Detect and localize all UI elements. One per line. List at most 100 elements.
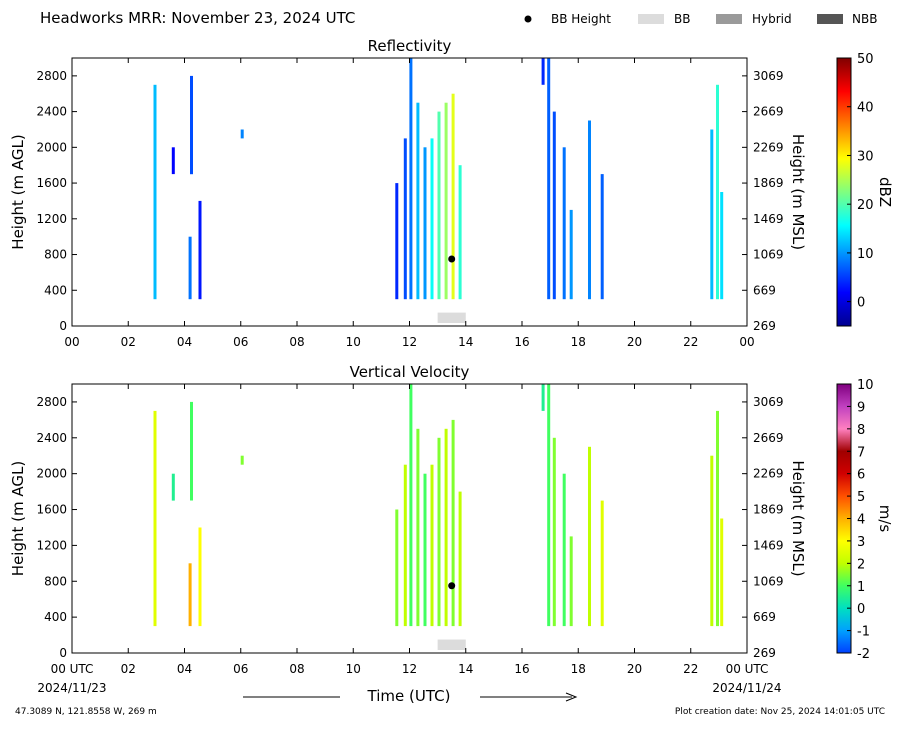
- date-right: 2024/11/24: [712, 681, 781, 695]
- colorbar-tick-label: 10: [857, 247, 874, 262]
- data-cell: [430, 464, 434, 627]
- colorbar-label: dBZ: [876, 177, 894, 207]
- colorbar-tick-label: 2: [857, 557, 865, 572]
- x-tick-label: 20: [627, 662, 642, 676]
- y-tick-label: 2400: [36, 431, 67, 445]
- data-cell: [153, 84, 157, 300]
- x-tick-label: 10: [346, 662, 361, 676]
- colorbar-tick-label: 6: [857, 468, 865, 483]
- y-tick-label: 0: [59, 319, 67, 333]
- colorbar-tick-label: -1: [857, 625, 870, 640]
- x-tick-label: 18: [571, 335, 586, 349]
- y-axis-label: Height (m AGL): [9, 134, 27, 249]
- legend-bb-swatch: [638, 14, 664, 24]
- x-tick-label: 08: [289, 662, 304, 676]
- data-cell: [716, 84, 719, 300]
- x-tick-label: 00: [64, 335, 79, 349]
- data-cell: [588, 446, 591, 627]
- data-cell: [552, 111, 556, 300]
- x-tick-label: 04: [177, 662, 192, 676]
- y-axis-label: Height (m AGL): [9, 461, 27, 576]
- data-cell: [451, 93, 455, 300]
- bb-interval-bar: [437, 639, 466, 650]
- colorbar-tick-label: 8: [857, 423, 865, 438]
- data-cell: [190, 75, 193, 175]
- colorbar-tick-label: 5: [857, 490, 865, 505]
- data-cell: [541, 384, 545, 411]
- colorbar-tick-label: -2: [857, 647, 870, 662]
- y2-tick-label: 2269: [753, 467, 784, 481]
- y-tick-label: 1600: [36, 176, 67, 190]
- data-cell: [416, 102, 420, 300]
- y-tick-label: 2800: [36, 395, 67, 409]
- x-tick-label: 02: [121, 662, 136, 676]
- x-tick-label: 06: [233, 662, 248, 676]
- x-tick-label: 12: [402, 335, 417, 349]
- data-cell: [710, 129, 714, 300]
- y2-tick-label: 269: [753, 646, 776, 660]
- colorbar-tick-label: 0: [857, 602, 865, 617]
- bb-interval-bar: [437, 312, 466, 323]
- data-cell: [437, 111, 441, 300]
- colorbar-tick-label: 0: [857, 296, 865, 311]
- colorbar-tick-label: 1: [857, 580, 865, 595]
- colorbar-tick-label: 40: [857, 101, 874, 116]
- y2-tick-label: 2669: [753, 105, 784, 119]
- data-cell: [423, 473, 427, 627]
- data-cell: [547, 58, 551, 300]
- data-cell: [403, 464, 407, 627]
- legend-bb-height-marker: [524, 15, 532, 23]
- y-tick-label: 2800: [36, 69, 67, 83]
- colorbar-tick-label: 3: [857, 535, 865, 550]
- colorbar-tick-label: 4: [857, 513, 865, 528]
- data-cell: [710, 455, 714, 627]
- y2-tick-label: 1469: [753, 212, 784, 226]
- y-tick-label: 1600: [36, 503, 67, 517]
- legend-hybrid-label: Hybrid: [752, 12, 792, 26]
- data-cell: [562, 473, 566, 627]
- data-cell: [171, 147, 175, 175]
- x-tick-label: 08: [289, 335, 304, 349]
- y-tick-label: 400: [44, 610, 67, 624]
- legend-hybrid-swatch: [716, 14, 742, 24]
- data-cell: [240, 129, 244, 139]
- y-tick-label: 2000: [36, 467, 67, 481]
- x-axis-label: Time (UTC): [367, 687, 451, 705]
- y2-tick-label: 2269: [753, 140, 784, 154]
- legend-nbb-swatch: [817, 14, 843, 24]
- colorbar-tick-label: 20: [857, 198, 874, 213]
- panel-title: Reflectivity: [368, 37, 452, 55]
- y-tick-label: 2000: [36, 140, 67, 154]
- chart-title: Headworks MRR: November 23, 2024 UTC: [40, 9, 355, 27]
- bb-height-marker: [448, 582, 456, 590]
- data-cell: [188, 236, 192, 300]
- data-cell: [541, 58, 545, 85]
- y2-tick-label: 1469: [753, 538, 784, 552]
- x-tick-label: 18: [571, 662, 586, 676]
- legend-nbb-label: NBB: [852, 12, 877, 26]
- legend: BB Height BB Hybrid NBB: [524, 12, 877, 26]
- y-tick-label: 800: [44, 248, 67, 262]
- x-tick-label: 22: [683, 335, 698, 349]
- reflectivity-panel: Reflectivity0400800120016002000240028002…: [9, 37, 894, 349]
- y-tick-label: 400: [44, 283, 67, 297]
- y2-tick-label: 3069: [753, 395, 784, 409]
- x-tick-label: 00 UTC: [726, 662, 769, 676]
- colorbar-tick-label: 7: [857, 445, 865, 460]
- y-tick-label: 0: [59, 646, 67, 660]
- data-cell: [716, 410, 719, 627]
- y-tick-label: 800: [44, 574, 67, 588]
- bb-height-marker: [448, 255, 456, 263]
- data-cell: [423, 147, 427, 300]
- y2-tick-label: 269: [753, 319, 776, 333]
- colorbar-tick-label: 9: [857, 400, 865, 415]
- data-cell: [588, 120, 591, 300]
- y2-axis-label: Height (m MSL): [789, 460, 807, 576]
- x-tick-label: 00: [739, 335, 754, 349]
- data-cell: [190, 401, 193, 501]
- data-cell: [395, 183, 399, 300]
- colorbar-tick-label: 10: [857, 378, 874, 393]
- y2-tick-label: 669: [753, 610, 776, 624]
